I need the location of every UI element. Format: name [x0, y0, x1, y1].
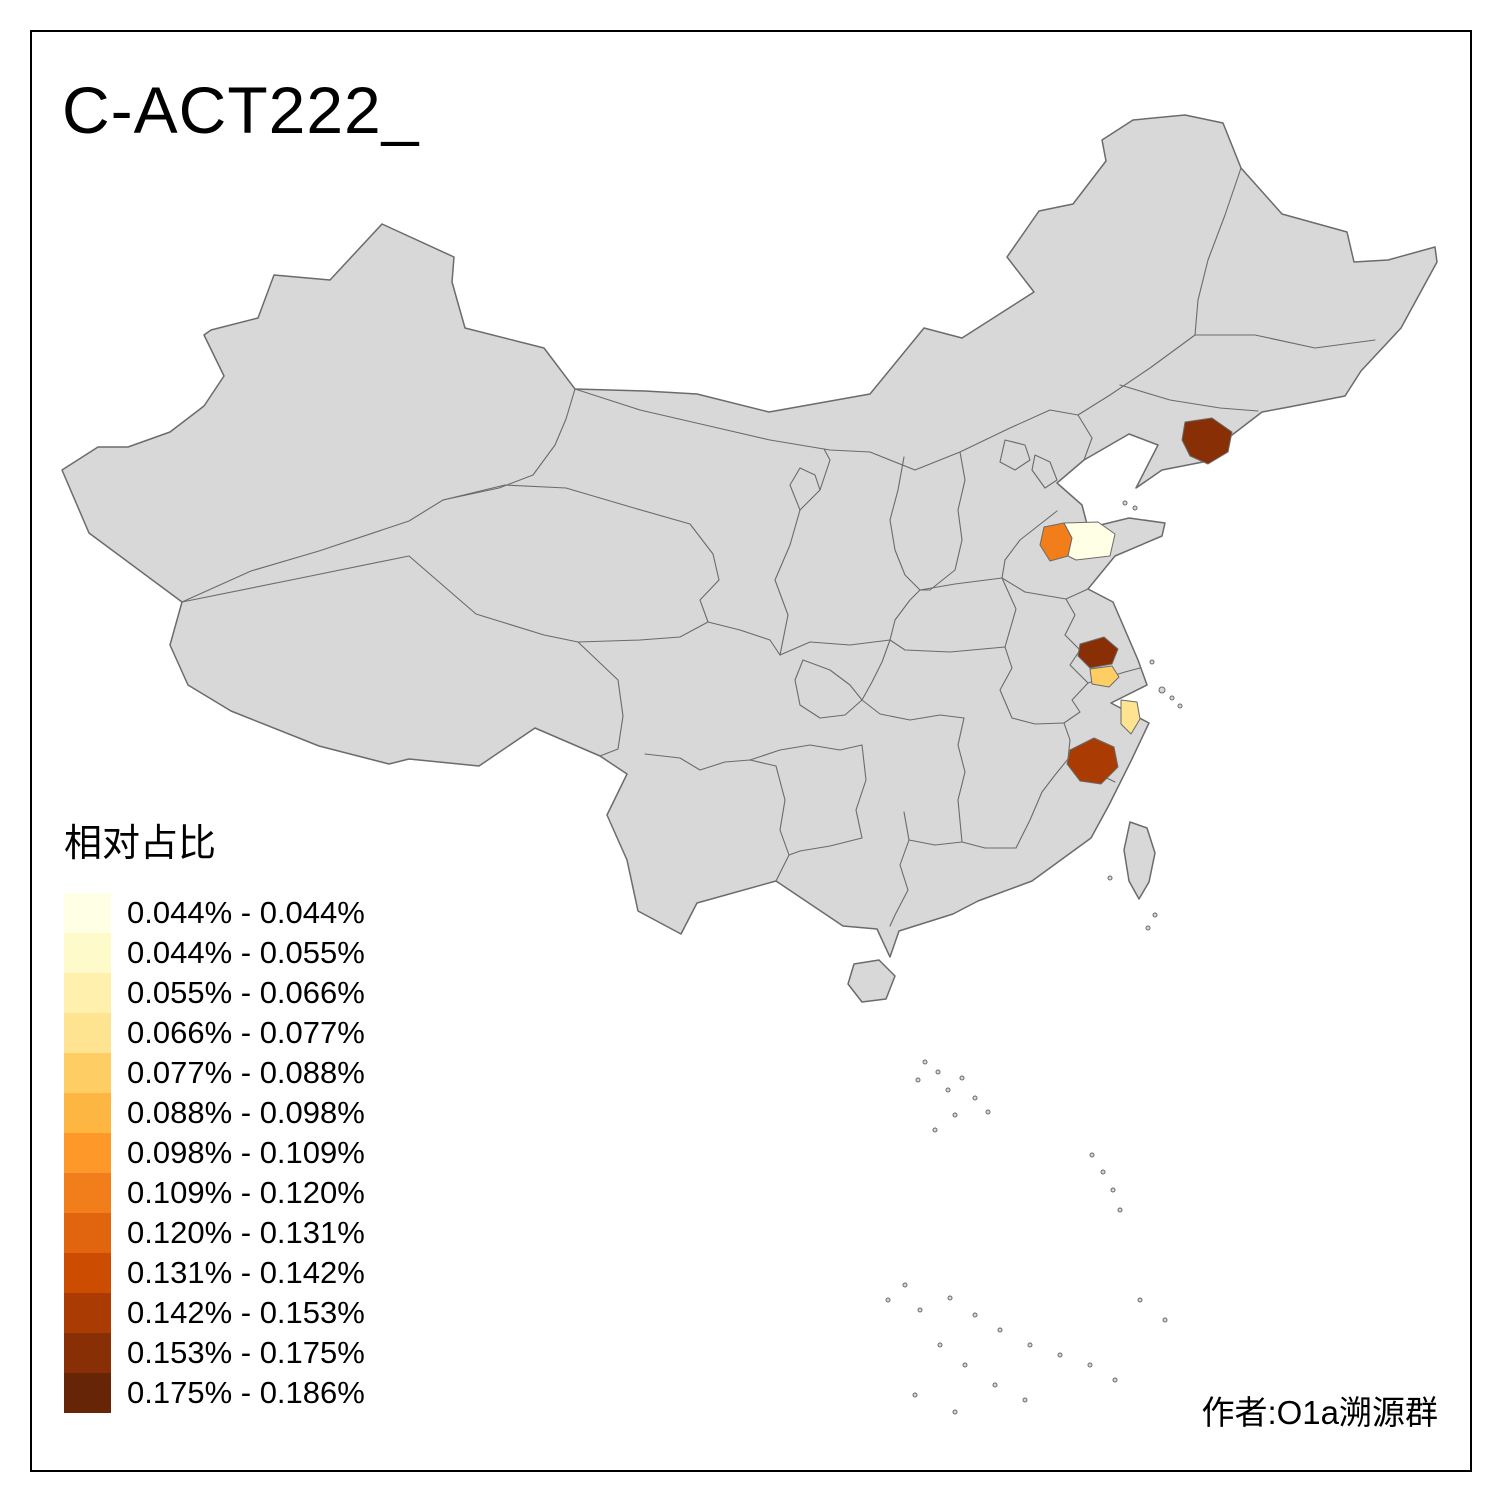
- region-zhejiang-coast-area: [1120, 699, 1141, 735]
- province-borders: [181, 167, 1376, 927]
- legend-row: 0.044% - 0.044%: [64, 893, 365, 933]
- legend-row: 0.109% - 0.120%: [64, 1173, 365, 1213]
- small-islands: [885, 500, 1183, 1415]
- plot-border: [30, 30, 1472, 1472]
- legend-swatch: [64, 973, 111, 1013]
- legend-swatch: [64, 1293, 111, 1333]
- highlighted-regions: [1039, 417, 1233, 785]
- legend-label: 0.131% - 0.142%: [127, 1255, 365, 1290]
- legend-label: 0.175% - 0.186%: [127, 1375, 365, 1410]
- region-zhejiang-southwest-area: [1066, 737, 1119, 785]
- legend-label: 0.055% - 0.066%: [127, 975, 365, 1010]
- legend-label: 0.044% - 0.055%: [127, 935, 365, 970]
- legend-title: 相对占比: [64, 823, 217, 865]
- region-shandong-central-area: [1063, 521, 1116, 561]
- legend-label: 0.066% - 0.077%: [127, 1015, 365, 1050]
- legend: 相对占比 0.044% - 0.044% 0.044% - 0.055% 0.0…: [64, 812, 365, 1413]
- legend-label: 0.044% - 0.044%: [127, 895, 365, 930]
- legend-row: 0.153% - 0.175%: [64, 1333, 365, 1373]
- legend-row: 0.131% - 0.142%: [64, 1253, 365, 1293]
- legend-swatch: [64, 1013, 111, 1053]
- taiwan-island: [1123, 821, 1156, 900]
- region-jiangsu-south-area: [1089, 665, 1120, 688]
- legend-label: 0.109% - 0.120%: [127, 1175, 365, 1210]
- legend-row: 0.055% - 0.066%: [64, 973, 365, 1013]
- islands: [847, 500, 1183, 1415]
- author-credit: 作者:O1a溯源群: [1201, 1394, 1438, 1431]
- legend-label: 0.088% - 0.098%: [127, 1095, 365, 1130]
- legend-swatch: [64, 893, 111, 933]
- legend-swatch: [64, 933, 111, 973]
- region-jiangsu-central-area: [1077, 636, 1119, 669]
- legend-swatch: [64, 1213, 111, 1253]
- legend-swatch: [64, 1333, 111, 1373]
- legend-swatch: [64, 1173, 111, 1213]
- legend-swatch: [64, 1133, 111, 1173]
- legend-row: 0.120% - 0.131%: [64, 1213, 365, 1253]
- legend-row: 0.044% - 0.055%: [64, 933, 365, 973]
- legend-swatch: [64, 1253, 111, 1293]
- legend-label: 0.153% - 0.175%: [127, 1335, 365, 1370]
- legend-label: 0.077% - 0.088%: [127, 1055, 365, 1090]
- legend-swatch: [64, 1053, 111, 1093]
- hainan-island: [847, 959, 896, 1003]
- region-liaoning-area: [1181, 417, 1233, 465]
- legend-label: 0.142% - 0.153%: [127, 1295, 365, 1330]
- page-title: C-ACT222_: [62, 73, 420, 147]
- legend-row: 0.142% - 0.153%: [64, 1293, 365, 1333]
- legend-row: 0.098% - 0.109%: [64, 1133, 365, 1173]
- legend-label: 0.120% - 0.131%: [127, 1215, 365, 1250]
- legend-label: 0.098% - 0.109%: [127, 1135, 365, 1170]
- legend-row: 0.088% - 0.098%: [64, 1093, 365, 1133]
- legend-swatch: [64, 1373, 111, 1413]
- legend-row: 0.175% - 0.186%: [64, 1373, 365, 1413]
- legend-row: 0.077% - 0.088%: [64, 1053, 365, 1093]
- legend-swatch: [64, 1093, 111, 1133]
- legend-row: 0.066% - 0.077%: [64, 1013, 365, 1053]
